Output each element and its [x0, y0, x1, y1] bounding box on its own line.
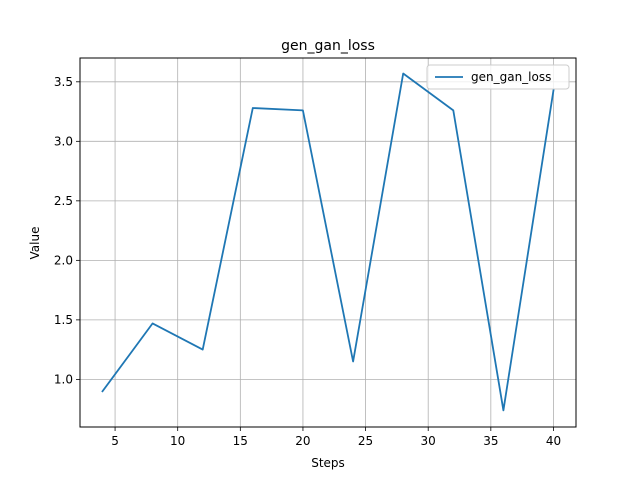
y-tick-label: 2.5: [54, 194, 73, 208]
x-tick-label: 10: [170, 434, 185, 448]
y-axis-ticks: 1.0 1.5 2.0 2.5 3.0 3.5: [54, 75, 80, 386]
x-tick-label: 35: [483, 434, 498, 448]
y-tick-label: 3.5: [54, 75, 73, 89]
x-tick-label: 30: [421, 434, 436, 448]
x-axis-label: Steps: [311, 456, 345, 470]
chart-title: gen_gan_loss: [281, 38, 375, 54]
y-tick-label: 1.0: [54, 372, 73, 386]
y-tick-label: 1.5: [54, 313, 73, 327]
y-tick-label: 3.0: [54, 134, 73, 148]
x-tick-label: 15: [233, 434, 248, 448]
plot-area-frame: [79, 57, 577, 428]
x-tick-label: 20: [295, 434, 310, 448]
legend-box: [426, 64, 570, 90]
x-tick-label: 40: [546, 434, 561, 448]
y-axis-label: Value: [28, 227, 42, 260]
grid-lines: [80, 58, 576, 427]
x-tick-label: 5: [111, 434, 119, 448]
legend-label: gen_gan_loss: [471, 70, 551, 84]
y-tick-label: 2.0: [54, 253, 73, 267]
series-layer: [101, 72, 555, 412]
series-line-gen_gan_loss: [101, 72, 555, 412]
legend: gen_gan_loss: [426, 64, 570, 90]
x-tick-label: 25: [358, 434, 373, 448]
x-axis-ticks: 5 10 15 20 25 30 35 40: [111, 427, 561, 448]
